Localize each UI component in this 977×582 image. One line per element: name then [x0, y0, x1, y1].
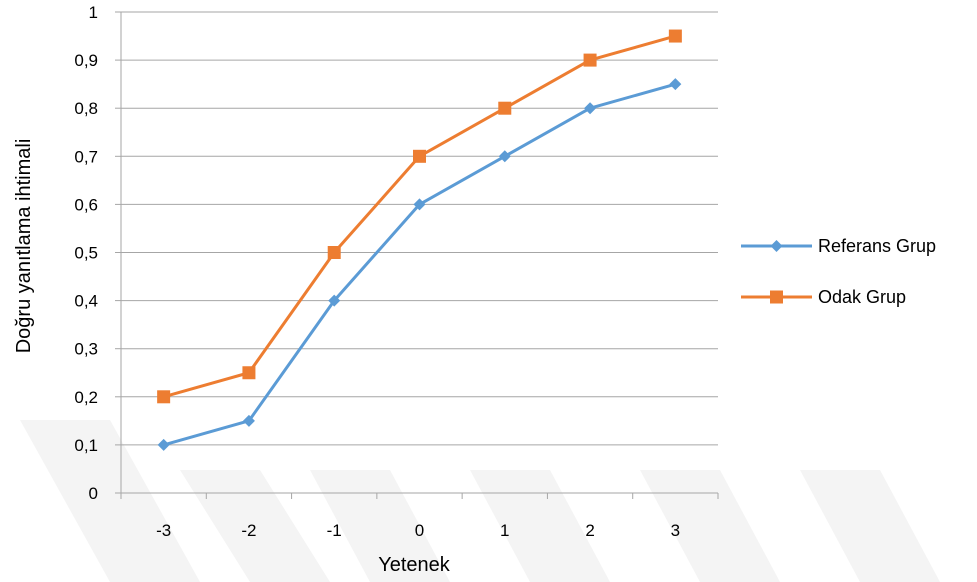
- x-tick-label: 1: [500, 521, 509, 540]
- series-1: [157, 29, 682, 404]
- legend-item: Referans Grup: [741, 236, 936, 256]
- x-tick-labels: -3 -2 -1 0 1 2 3: [156, 521, 680, 540]
- y-tick-label: 1: [89, 3, 98, 22]
- y-tick-label: 0,3: [74, 340, 98, 359]
- data-point-diamond: [328, 294, 341, 307]
- x-tick-label: 0: [415, 521, 424, 540]
- data-point-diamond: [669, 78, 682, 91]
- x-tick-label: -2: [241, 521, 256, 540]
- data-point-diamond: [157, 438, 170, 451]
- y-tick-label: 0,8: [74, 99, 98, 118]
- x-tick-label: -3: [156, 521, 171, 540]
- data-point-square: [668, 29, 682, 43]
- y-axis-title: Doğru yanıtlama ihtimali: [13, 139, 35, 354]
- data-point-square: [498, 101, 512, 115]
- y-tick-label: 0,2: [74, 388, 98, 407]
- data-point-square: [327, 246, 341, 259]
- series-layer: [157, 29, 682, 451]
- y-tick-label: 0,4: [74, 292, 98, 311]
- legend-label: Referans Grup: [818, 236, 936, 256]
- y-tick-label: 0,5: [74, 244, 98, 263]
- y-tick-label: 0,7: [74, 147, 98, 166]
- data-point-diamond: [498, 150, 511, 163]
- series-0: [157, 78, 682, 451]
- y-tick-label: 0,9: [74, 51, 98, 70]
- data-point-diamond: [584, 102, 597, 115]
- y-tick-label: 0: [89, 484, 98, 503]
- x-axis-title: Yetenek: [378, 554, 451, 576]
- x-tick-label: 2: [585, 521, 594, 540]
- legend-label: Odak Grup: [818, 287, 906, 307]
- x-tick-label: -1: [327, 521, 342, 540]
- x-tick-label: 3: [671, 521, 680, 540]
- data-point-square: [770, 290, 783, 304]
- gridlines: [121, 11, 718, 446]
- data-point-square: [157, 390, 171, 404]
- data-point-square: [242, 366, 256, 380]
- axes: [115, 11, 719, 499]
- data-point-square: [413, 149, 426, 163]
- y-tick-label: 0,6: [74, 195, 98, 214]
- data-point-square: [583, 53, 597, 67]
- legend: Referans Grup Odak Grup: [741, 236, 936, 307]
- legend-item: Odak Grup: [741, 287, 906, 307]
- data-point-diamond: [413, 198, 426, 211]
- data-point-diamond: [770, 240, 783, 252]
- y-tick-labels: 0 0,1 0,2 0,3 0,4 0,5 0,6 0,7 0,8 0,9 1: [74, 3, 98, 503]
- y-tick-label: 0,1: [74, 436, 98, 455]
- series-line: [163, 82, 676, 447]
- series-line: [163, 34, 676, 399]
- data-point-diamond: [242, 414, 255, 427]
